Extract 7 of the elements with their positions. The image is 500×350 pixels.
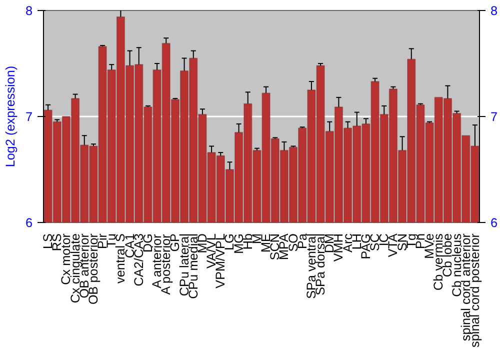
y2-tick-label: 8 [490,4,498,18]
y2-tick-label: 7 [490,110,498,124]
y-axis-title: Log2 (expression) [3,66,18,168]
y2-tick-label: 6 [490,216,498,230]
y-tick-label: 6 [25,216,33,230]
y-tick-label: 8 [25,4,33,18]
y-tick-label: 7 [25,110,33,124]
